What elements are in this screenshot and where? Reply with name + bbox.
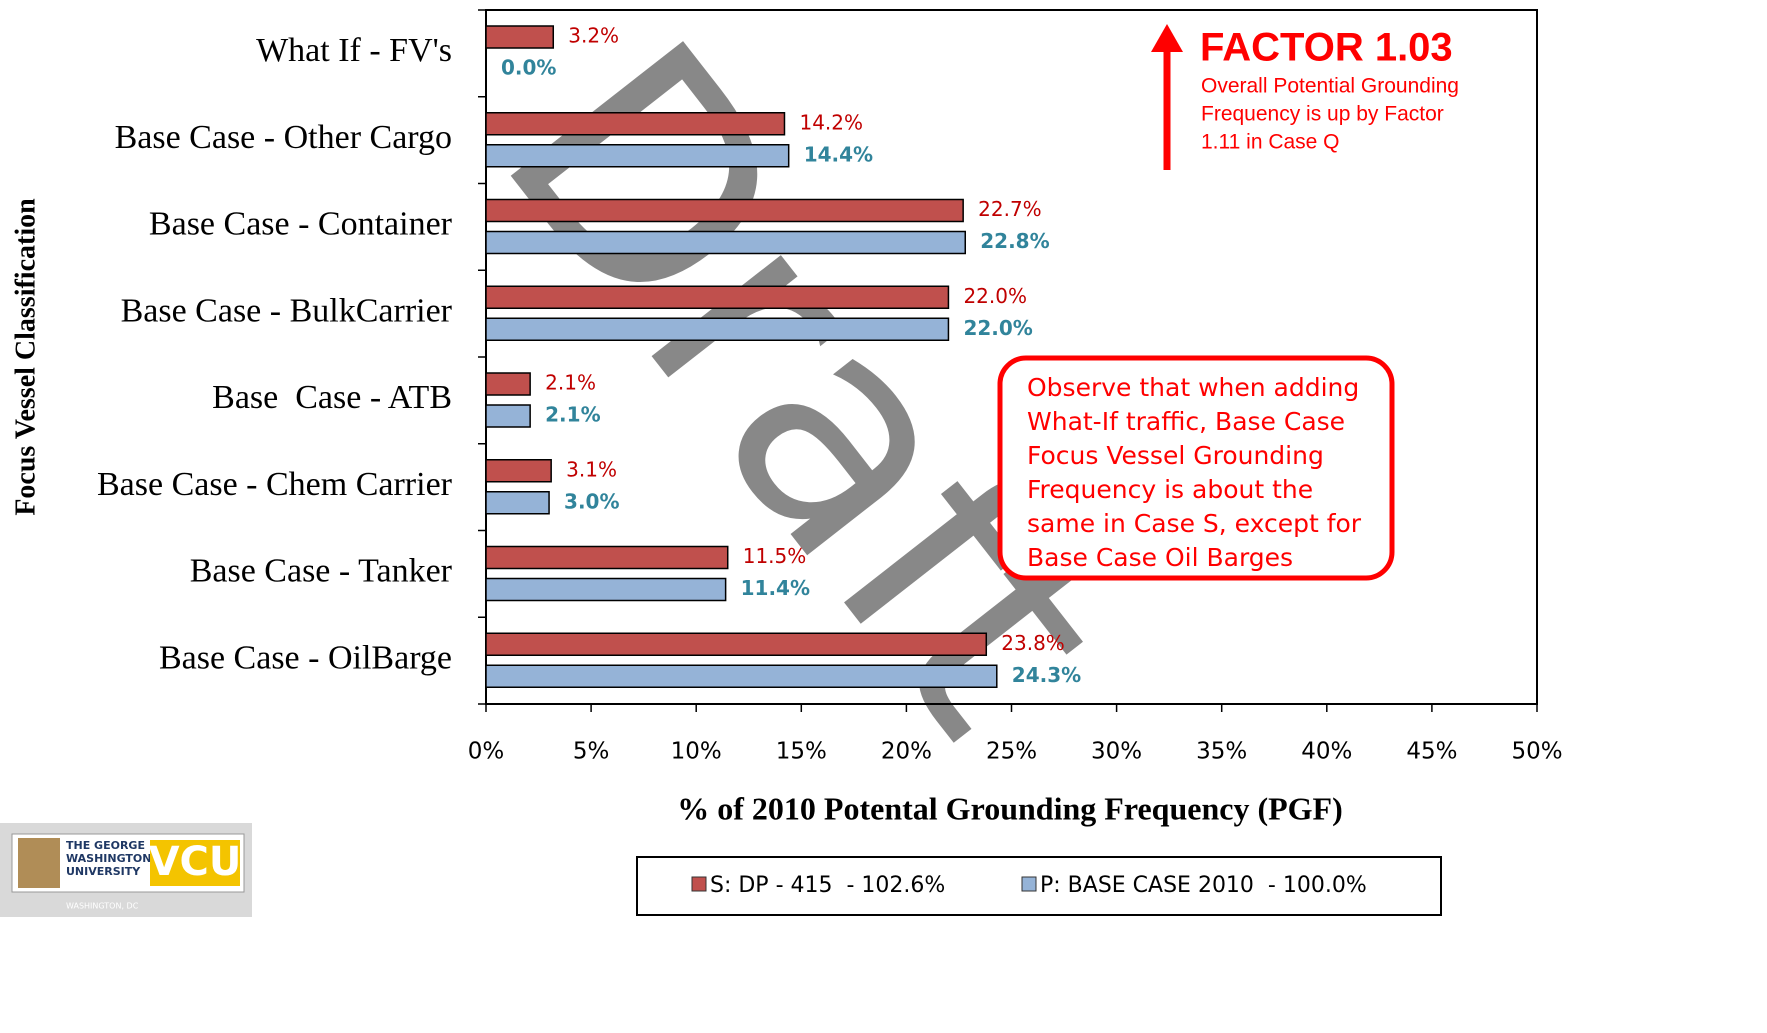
factor-title: FACTOR 1.03 — [1200, 26, 1453, 70]
y-tick-label: Base Case - Container — [149, 206, 453, 243]
legend-label: P: BASE CASE 2010 - 100.0% — [1040, 873, 1367, 898]
value-label: 14.4% — [804, 142, 873, 166]
logo: THE GEORGE WASHINGTON UNIVERSITY WASHING… — [0, 823, 252, 917]
logo-text: WASHINGTON — [66, 852, 151, 865]
y-tick-label: Base Case - Tanker — [190, 553, 453, 590]
bar — [486, 286, 948, 308]
y-tick-label: Base Case - OilBarge — [159, 639, 452, 676]
chart: Focus Vessel Classification % of 2010 Po… — [0, 0, 1767, 1033]
x-tick-label: 10% — [671, 739, 722, 765]
y-tick-label: Base Case - Other Cargo — [115, 119, 452, 156]
callout-text: Frequency is about the — [1027, 475, 1313, 504]
legend-label: S: DP - 415 - 102.6% — [710, 873, 945, 898]
x-tick-label: 20% — [881, 739, 932, 765]
x-tick-label: 0% — [468, 739, 505, 765]
logo-vcu: VCU — [149, 839, 242, 885]
bar — [486, 200, 963, 222]
bar — [486, 145, 789, 167]
logo-text: THE GEORGE — [66, 839, 145, 852]
bar — [486, 113, 784, 135]
x-tick-label: 30% — [1091, 739, 1142, 765]
value-label: 24.3% — [1012, 663, 1081, 687]
bar — [486, 492, 549, 514]
y-axis-title: Focus Vessel Classification — [10, 198, 41, 516]
factor-note: 1.11 in Case Q — [1201, 131, 1340, 154]
x-tick-label: 50% — [1511, 739, 1562, 765]
value-label: 0.0% — [501, 56, 556, 80]
bar — [486, 579, 726, 601]
value-label: 2.1% — [545, 371, 596, 395]
bar — [486, 547, 728, 569]
bar — [486, 460, 551, 482]
x-axis-title: % of 2010 Potental Grounding Frequency (… — [677, 790, 1342, 826]
bar — [486, 665, 997, 687]
value-label: 23.8% — [1001, 631, 1065, 655]
value-label: 3.0% — [564, 489, 619, 513]
logo-place: WASHINGTON, DC — [66, 902, 139, 911]
legend-swatch — [1022, 877, 1036, 891]
y-tick-label: Base Case - Chem Carrier — [97, 466, 453, 503]
callout-text: What-If traffic, Base Case — [1027, 407, 1345, 436]
value-label: 22.0% — [963, 316, 1032, 340]
value-label: 3.2% — [568, 24, 619, 48]
x-tick-label: 40% — [1301, 739, 1352, 765]
bar — [486, 318, 948, 340]
bar — [486, 405, 530, 427]
value-label: 2.1% — [545, 403, 600, 427]
bar — [486, 373, 530, 395]
x-tick-label: 5% — [573, 739, 610, 765]
bar — [486, 232, 965, 254]
value-label: 11.4% — [741, 576, 810, 600]
logo-text: UNIVERSITY — [66, 865, 141, 878]
logo-portrait — [18, 838, 60, 888]
y-tick-label: Base Case - BulkCarrier — [121, 292, 453, 329]
x-tick-label: 45% — [1406, 739, 1457, 765]
legend-swatch — [692, 877, 706, 891]
factor-arrowhead — [1151, 24, 1183, 52]
value-label: 3.1% — [566, 457, 617, 481]
value-label: 22.0% — [963, 284, 1027, 308]
y-tick-label: What If - FV's — [256, 32, 452, 69]
x-tick-label: 15% — [776, 739, 827, 765]
callout-text: Observe that when adding — [1027, 373, 1359, 402]
callout-text: same in Case S, except for — [1027, 509, 1362, 538]
callout-text: Base Case Oil Barges — [1027, 543, 1293, 572]
value-label: 22.7% — [978, 197, 1042, 221]
factor-note: Overall Potential Grounding — [1201, 75, 1459, 98]
value-label: 14.2% — [799, 110, 863, 134]
factor-note: Frequency is up by Factor — [1201, 103, 1444, 126]
callout-text: Focus Vessel Grounding — [1027, 441, 1324, 470]
y-tick-label: Base Case - ATB — [212, 379, 452, 416]
bar — [486, 26, 553, 48]
value-label: 22.8% — [980, 229, 1049, 253]
x-tick-label: 35% — [1196, 739, 1247, 765]
bar — [486, 633, 986, 655]
value-label: 11.5% — [743, 544, 807, 568]
x-tick-label: 25% — [986, 739, 1037, 765]
